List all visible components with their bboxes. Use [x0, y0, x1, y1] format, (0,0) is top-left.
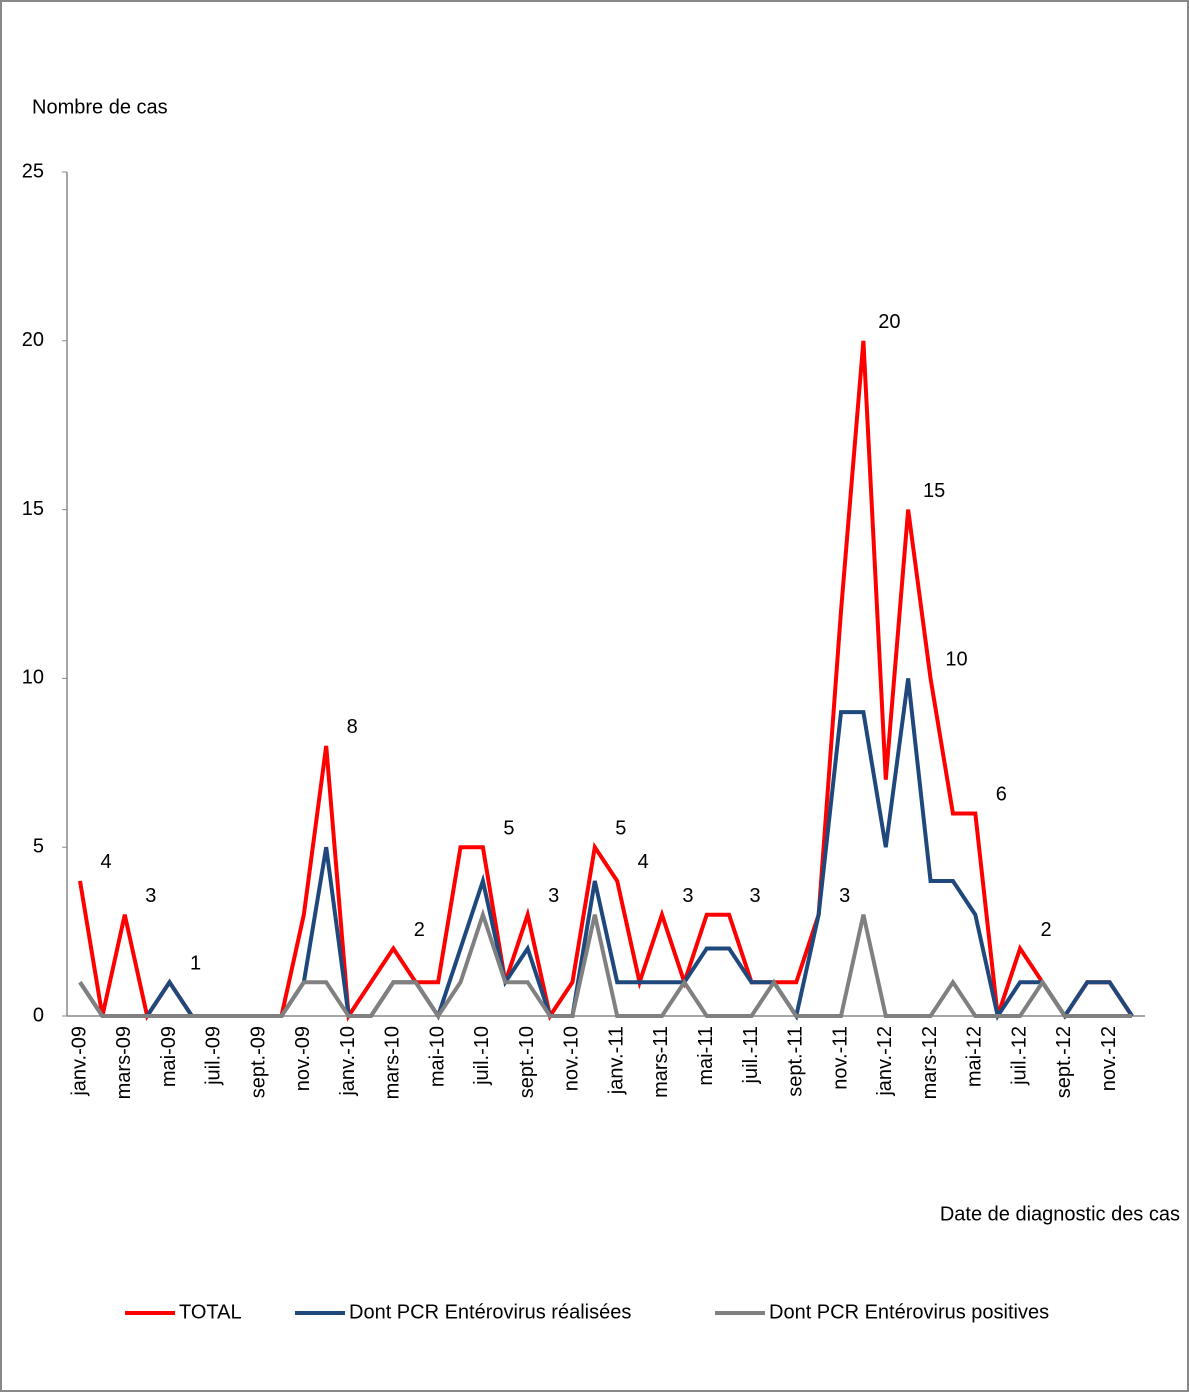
x-tick-label: mai-09: [158, 1026, 180, 1087]
x-tick-label: juil.-10: [471, 1026, 493, 1086]
y-tick-label: 25: [22, 160, 44, 182]
data-label: 4: [638, 851, 649, 873]
x-tick-label: sept.-09: [247, 1026, 269, 1098]
x-tick-label: nov.-11: [829, 1026, 851, 1090]
data-label: 3: [548, 885, 559, 907]
legend-label: TOTAL: [179, 1301, 242, 1323]
data-label: 4: [100, 851, 111, 873]
x-tick-label: nov.-12: [1098, 1026, 1120, 1091]
y-tick-label: 15: [22, 498, 44, 520]
data-label: 5: [615, 817, 626, 839]
data-label: 6: [996, 784, 1007, 806]
x-tick-label: mai-11: [695, 1026, 717, 1086]
data-label: 15: [923, 480, 945, 502]
data-label: 5: [503, 817, 514, 839]
x-tick-label: sept.-11: [785, 1026, 807, 1097]
x-tick-label: nov.-09: [292, 1026, 314, 1091]
x-tick-label: juil.-09: [203, 1026, 225, 1086]
data-label: 8: [347, 716, 358, 738]
data-label: 3: [839, 885, 850, 907]
legend-label: Dont PCR Entérovirus réalisées: [349, 1301, 631, 1323]
x-tick-label: juil.-12: [1008, 1026, 1030, 1086]
x-tick-label: nov.-10: [561, 1026, 583, 1091]
data-label: 3: [682, 885, 693, 907]
x-tick-label: mai-10: [426, 1026, 448, 1087]
data-label: 3: [750, 885, 761, 907]
x-tick-label: mars-09: [113, 1026, 135, 1099]
x-tick-label: mars-11: [650, 1026, 672, 1098]
data-label: 2: [414, 919, 425, 941]
x-tick-label: mars-10: [382, 1026, 404, 1099]
y-tick-label: 10: [22, 667, 44, 689]
x-tick-label: janv.-11: [605, 1026, 627, 1095]
x-tick-label: sept.-10: [516, 1026, 538, 1098]
x-axis-title: Date de diagnostic des cas: [940, 1203, 1180, 1225]
x-tick-label: sept.-12: [1053, 1026, 1075, 1098]
x-tick-label: mai-12: [964, 1026, 986, 1087]
y-axis-title: Nombre de cas: [32, 96, 168, 118]
y-tick-label: 0: [33, 1004, 44, 1026]
data-label: 2: [1041, 919, 1052, 941]
data-label: 10: [945, 649, 967, 671]
data-label: 3: [145, 885, 156, 907]
x-tick-label: janv.-10: [337, 1026, 359, 1097]
data-label: 20: [878, 311, 900, 333]
y-tick-label: 5: [33, 835, 44, 857]
series-line: [78, 908, 1132, 1020]
x-tick-label: janv.-09: [68, 1026, 90, 1097]
x-tick-label: janv.-12: [874, 1026, 896, 1097]
data-label: 1: [190, 953, 201, 975]
x-tick-label: mars-12: [919, 1026, 941, 1099]
y-tick-label: 20: [22, 329, 44, 351]
x-tick-label: juil.-11: [740, 1026, 762, 1084]
legend-label: Dont PCR Entérovirus positives: [769, 1301, 1049, 1323]
